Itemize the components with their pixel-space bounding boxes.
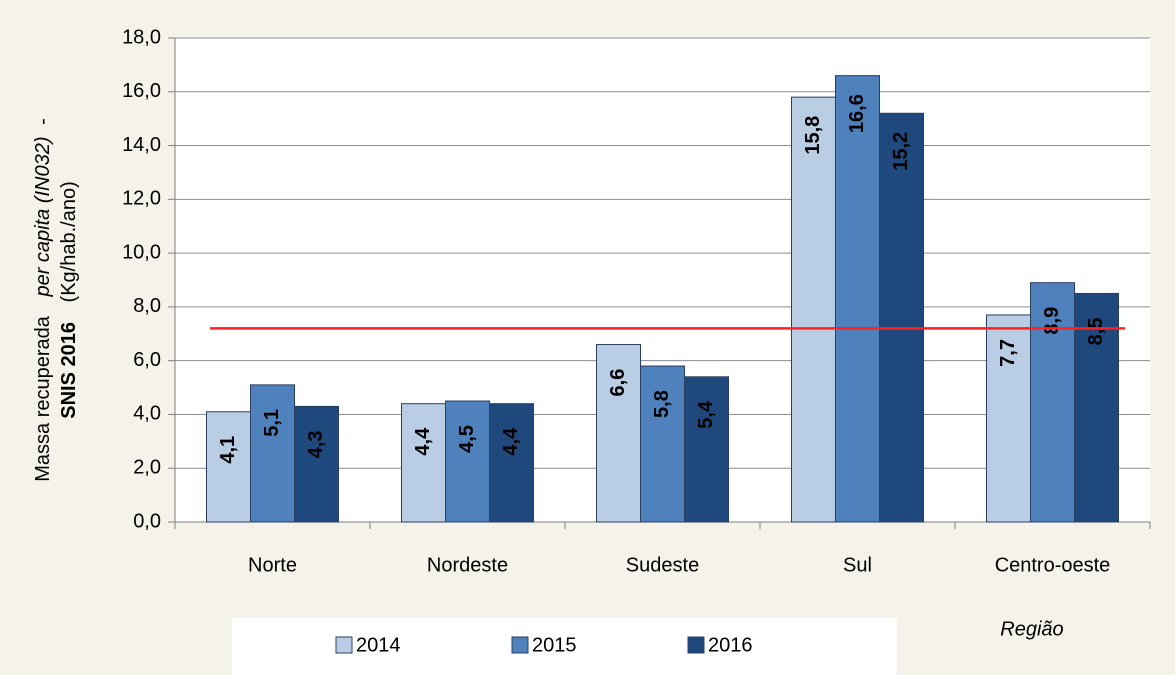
bar: [401, 403, 446, 523]
y-tick-label: 0,0: [133, 510, 161, 532]
bar: [835, 75, 880, 523]
data-label: 4,4: [500, 427, 522, 456]
data-label: 8,5: [1085, 318, 1107, 346]
x-tick-label: Sudeste: [626, 554, 699, 576]
x-tick-label: Nordeste: [427, 554, 508, 576]
bar: [489, 403, 534, 523]
y-tick-label: 12,0: [122, 188, 161, 210]
y-label-part: -: [32, 118, 54, 125]
y-tick-label: 14,0: [122, 134, 161, 156]
y-label-part: SNIS 2016: [58, 322, 80, 419]
bar: [596, 344, 641, 523]
data-label: 15,2: [890, 132, 912, 171]
y-label-part: (Kg/hab./ano): [58, 181, 80, 302]
legend-label: 2014: [356, 634, 401, 656]
bar: [445, 400, 490, 523]
data-label: 4,1: [217, 436, 239, 464]
data-label: 7,7: [997, 339, 1019, 367]
data-label: 16,6: [846, 94, 868, 133]
data-label: 4,5: [456, 425, 478, 453]
data-label: 5,4: [695, 400, 717, 429]
data-label: 5,1: [261, 409, 283, 437]
x-tick-label: Sul: [843, 554, 872, 576]
y-tick-label: 10,0: [122, 241, 161, 263]
y-axis-label: SNIS 2016 (Kg/hab./ano): [58, 181, 80, 419]
x-axis-label: Região: [1000, 618, 1063, 640]
y-tick-label: 18,0: [122, 26, 161, 48]
bar: [1030, 282, 1075, 523]
bar: [1074, 292, 1119, 523]
data-label: 8,9: [1041, 307, 1063, 335]
data-label: 15,8: [802, 116, 824, 155]
y-tick-label: 2,0: [133, 457, 161, 479]
data-label: 4,3: [305, 430, 327, 458]
legend-swatch: [335, 636, 353, 654]
bar: [879, 112, 924, 523]
bar: [684, 376, 729, 523]
data-label: 4,4: [412, 427, 434, 456]
data-label: 5,8: [651, 390, 673, 418]
data-label: 6,6: [607, 369, 629, 397]
x-tick-label: Norte: [248, 554, 297, 576]
legend-label: 2015: [532, 634, 577, 656]
legend-swatch: [687, 636, 705, 654]
bar: [294, 405, 339, 523]
y-tick-label: 4,0: [133, 403, 161, 425]
bar: [206, 411, 251, 523]
y-label-part: Massa recuperada: [32, 315, 54, 482]
y-label-part: per capita (IN032): [32, 136, 54, 297]
legend-label: 2016: [708, 634, 753, 656]
y-tick-label: 16,0: [122, 80, 161, 102]
legend-swatch: [511, 636, 529, 654]
y-axis-label: Massa recuperada per capita (IN032) -: [32, 118, 54, 482]
bar: [640, 365, 685, 523]
bar: [791, 96, 836, 523]
y-tick-label: 8,0: [133, 295, 161, 317]
bar: [986, 314, 1031, 523]
x-tick-label: Centro-oeste: [995, 554, 1111, 576]
y-tick-label: 6,0: [133, 349, 161, 371]
bar: [250, 384, 295, 523]
